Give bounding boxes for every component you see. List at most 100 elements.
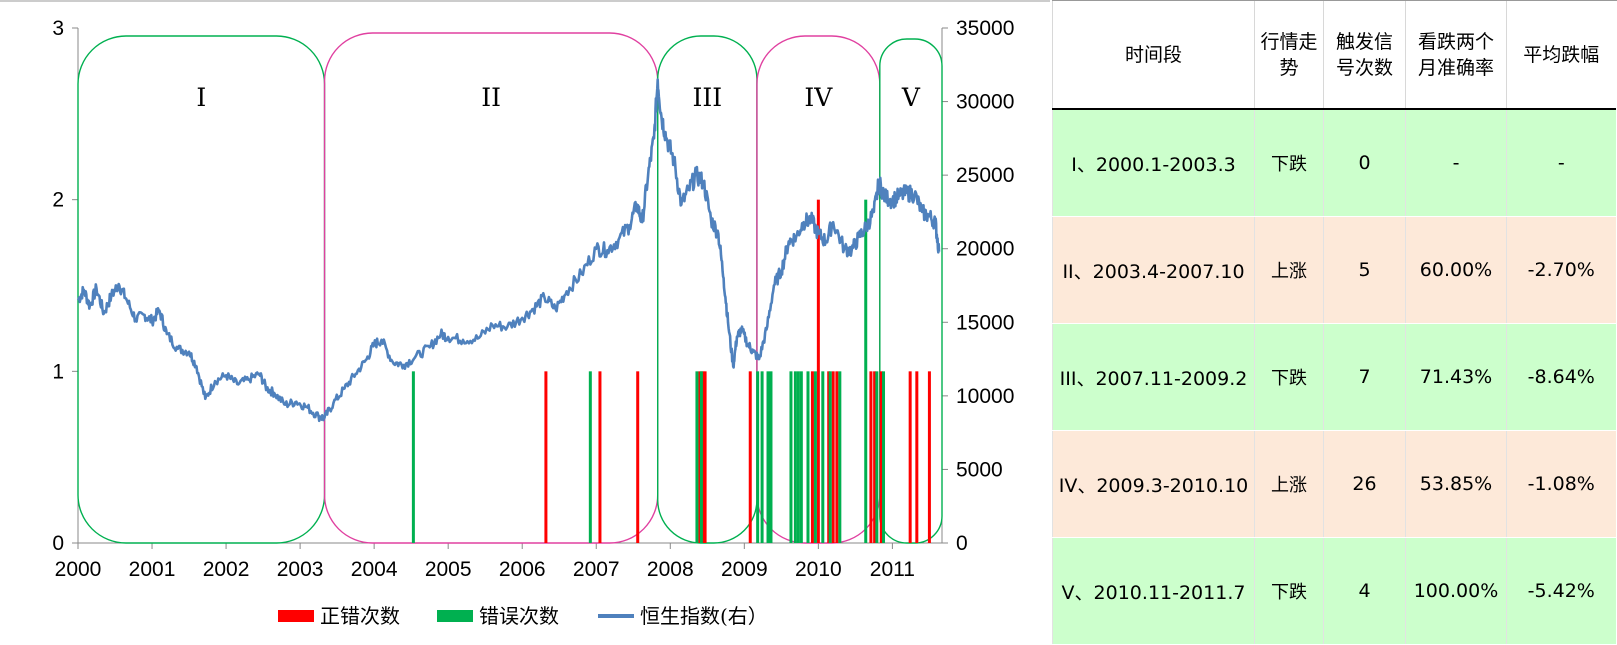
signal-bar — [835, 371, 839, 543]
signal-bar — [789, 371, 793, 543]
cell-trend: 下跌 — [1254, 109, 1324, 217]
signal-bar — [864, 199, 868, 543]
left-tick-label: 2 — [52, 189, 64, 212]
signal-bar — [831, 371, 835, 543]
x-tick-label: 2007 — [573, 558, 620, 581]
cell-trend: 上涨 — [1254, 216, 1324, 324]
table-row: IV、2009.3-2010.10 上涨 26 53.85% -1.08% — [1052, 430, 1616, 538]
cell-trend: 下跌 — [1254, 323, 1324, 431]
x-tick-label: 2010 — [795, 558, 842, 581]
signal-bar — [828, 371, 832, 543]
cell-avg-drop: -1.08% — [1506, 430, 1616, 538]
right-tick-label: 35000 — [956, 17, 1014, 40]
cell-trend: 上涨 — [1254, 430, 1324, 538]
signal-bar — [544, 371, 548, 543]
signal-bar — [756, 371, 760, 543]
cell-signals: 4 — [1323, 537, 1406, 645]
header-signals: 触发信号次数 — [1323, 1, 1406, 110]
signal-bar — [915, 371, 919, 543]
cell-period: IV、2009.3-2010.10 — [1052, 430, 1255, 538]
cell-period: III、2007.11-2009.2 — [1052, 323, 1255, 431]
x-tick-label: 2003 — [277, 558, 324, 581]
signal-bar — [927, 371, 931, 543]
cell-signals: 7 — [1323, 323, 1406, 431]
cell-accuracy: 60.00% — [1405, 216, 1507, 324]
x-tick-label: 2011 — [870, 558, 915, 581]
signal-bar — [879, 371, 883, 543]
legend-label: 正错次数 — [320, 604, 400, 628]
period-label: III — [692, 83, 722, 112]
signal-bar — [806, 371, 810, 543]
legend-swatch — [437, 610, 473, 622]
period-box-iii — [657, 35, 758, 544]
legend-swatch — [278, 610, 314, 622]
signal-bar — [882, 371, 886, 543]
signal-bar — [636, 371, 640, 543]
right-tick-label: 10000 — [956, 385, 1014, 408]
signal-bar — [816, 199, 820, 543]
cell-avg-drop: - — [1506, 109, 1616, 217]
signal-bar — [799, 371, 803, 543]
signal-bar — [869, 371, 873, 543]
cell-period: II、2003.4-2007.10 — [1052, 216, 1255, 324]
right-tick-label: 25000 — [956, 164, 1014, 187]
header-accuracy: 看跌两个月准确率 — [1405, 1, 1507, 110]
table-row: V、2010.11-2011.7 下跌 4 100.00% -5.42% — [1052, 537, 1616, 645]
hsi-index-line — [76, 78, 941, 423]
left-tick-label: 1 — [52, 360, 64, 383]
x-tick-label: 2005 — [425, 558, 472, 581]
cell-period: V、2010.11-2011.7 — [1052, 537, 1255, 645]
period-stats-table-container: 时间段 行情走势 触发信号次数 看跌两个月准确率 平均跌幅 I、2000.1-2… — [1052, 0, 1617, 645]
table-header-row: 时间段 行情走势 触发信号次数 看跌两个月准确率 平均跌幅 — [1052, 1, 1616, 110]
right-tick-label: 0 — [956, 532, 968, 555]
signal-bar — [766, 371, 770, 543]
x-tick-label: 2008 — [647, 558, 694, 581]
signal-bar — [760, 371, 764, 543]
signal-bar — [769, 371, 773, 543]
period-stats-table: 时间段 行情走势 触发信号次数 看跌两个月准确率 平均跌幅 I、2000.1-2… — [1052, 1, 1616, 645]
table-row: III、2007.11-2009.2 下跌 7 71.43% -8.64% — [1052, 323, 1616, 431]
signal-bar — [588, 371, 592, 543]
period-label: I — [196, 83, 206, 112]
x-tick-label: 2001 — [129, 558, 176, 581]
hsi-signal-chart: 0 1 2 3 0 5000 10000 15000 20000 25000 30000 35000 2… — [0, 0, 1050, 628]
legend-label: 错误次数 — [479, 604, 559, 628]
period-label: V — [901, 83, 921, 112]
signal-bar — [748, 371, 752, 543]
cell-trend: 下跌 — [1254, 537, 1324, 645]
signal-bar — [875, 371, 879, 543]
cell-signals: 5 — [1323, 216, 1406, 324]
signal-bar — [813, 371, 817, 543]
signal-bar — [411, 371, 415, 543]
right-tick-label: 20000 — [956, 238, 1014, 261]
signal-bar — [695, 371, 699, 543]
table-row: I、2000.1-2003.3 下跌 0 - - — [1052, 109, 1616, 217]
header-trend: 行情走势 — [1254, 1, 1324, 110]
right-tick-label: 15000 — [956, 311, 1014, 334]
period-label: II — [481, 83, 501, 112]
signal-bar — [810, 371, 814, 543]
header-period: 时间段 — [1052, 1, 1255, 110]
chart-area: 0 1 2 3 0 5000 10000 15000 20000 25000 30000 35000 2… — [0, 0, 1050, 628]
period-label: IV — [804, 83, 833, 112]
signal-bar — [598, 371, 602, 543]
cell-signals: 0 — [1323, 109, 1406, 217]
cell-accuracy: 100.00% — [1405, 537, 1507, 645]
x-tick-label: 2004 — [351, 558, 398, 581]
x-tick-label: 2006 — [499, 558, 546, 581]
cell-accuracy: 71.43% — [1405, 323, 1507, 431]
signal-bar — [699, 371, 703, 543]
cell-avg-drop: -8.64% — [1506, 323, 1616, 431]
cell-signals: 26 — [1323, 430, 1406, 538]
right-tick-label: 30000 — [956, 91, 1014, 114]
legend-label: 恒生指数(右） — [640, 604, 768, 628]
cell-period: I、2000.1-2003.3 — [1052, 109, 1255, 217]
cell-accuracy: - — [1405, 109, 1507, 217]
signal-bar — [796, 371, 800, 543]
cell-avg-drop: -5.42% — [1506, 537, 1616, 645]
x-tick-label: 2000 — [55, 558, 102, 581]
signal-bar — [703, 371, 707, 543]
signal-bar — [838, 371, 842, 543]
signal-bar — [793, 371, 797, 543]
x-tick-label: 2009 — [721, 558, 768, 581]
